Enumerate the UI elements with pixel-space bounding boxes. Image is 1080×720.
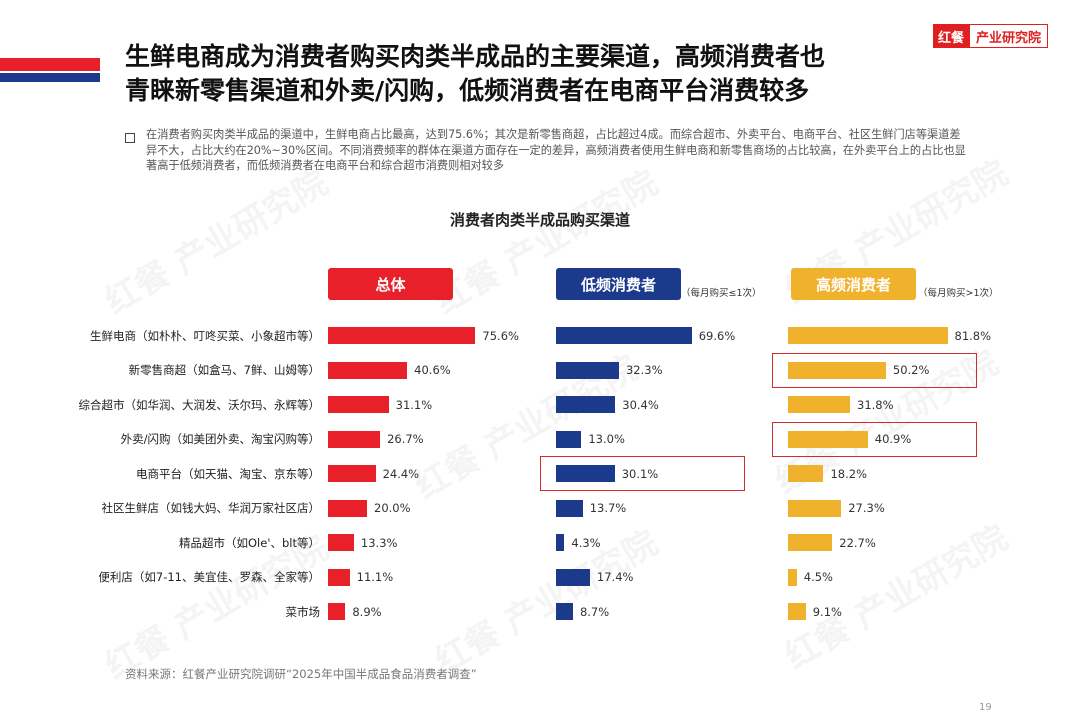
bar	[556, 603, 573, 620]
data-label: 30.4%	[622, 397, 659, 412]
category-label: 新零售商超（如盒马、7鲜、山姆等）	[128, 363, 320, 377]
bar	[788, 396, 850, 413]
bar	[328, 430, 381, 448]
data-label: 4.5%	[803, 570, 833, 584]
data-label: 13.3%	[360, 535, 398, 550]
data-label: 20.0%	[374, 501, 411, 515]
source-note: 资料来源：红餐产业研究院调研“2025年中国半成品食品消费者调查”	[125, 667, 477, 681]
series-header-high-frequency: 高频消费者	[791, 268, 916, 300]
category-label: 电商平台（如天猫、淘宝、京东等）	[136, 466, 320, 481]
data-label: 26.7%	[387, 432, 424, 446]
highlight-box	[540, 456, 745, 491]
bar	[788, 568, 797, 586]
bar	[788, 534, 833, 551]
bar	[556, 465, 615, 482]
category-label: 菜市场	[285, 604, 321, 619]
data-label: 69.6%	[698, 328, 736, 343]
data-label: 13.0%	[588, 432, 625, 446]
bar	[328, 568, 350, 586]
bar	[556, 327, 692, 344]
watermark: 红餐 产业研究院	[94, 156, 335, 323]
series-note-high-frequency: （每月购买>1次）	[918, 288, 999, 299]
bar	[328, 465, 376, 482]
bar	[788, 603, 806, 620]
data-label: 8.9%	[352, 604, 382, 619]
title-line-1: 生鲜电商成为消费者购买肉类半成品的主要渠道，高频消费者也	[125, 42, 826, 71]
bar	[328, 327, 476, 344]
bar	[556, 361, 619, 379]
data-label: 9.1%	[812, 604, 842, 619]
chart-title: 消费者肉类半成品购买渠道	[449, 211, 630, 229]
bar	[788, 465, 824, 482]
data-label: 4.3%	[571, 535, 601, 550]
data-label: 8.7%	[579, 604, 610, 619]
series-note-low-frequency: （每月购买≤1次）	[681, 288, 762, 299]
header-stripe-red	[0, 58, 100, 71]
bar	[556, 499, 583, 517]
category-label: 综合超市（如华润、大润发、沃尔玛、永辉等）	[78, 397, 321, 412]
bar	[328, 396, 389, 413]
header-stripe-navy	[0, 73, 100, 82]
highlight-box	[772, 352, 977, 388]
bar	[788, 327, 948, 344]
data-label: 18.2%	[830, 466, 868, 481]
title-line-2: 青睐新零售渠道和外卖/闪购，低频消费者在电商平台消费较多	[125, 76, 810, 105]
bar	[556, 568, 590, 586]
data-label: 31.1%	[395, 397, 433, 412]
data-label: 40.6%	[414, 363, 451, 377]
bar	[328, 534, 354, 551]
category-label: 精品超市（如Ole'、blt等）	[179, 535, 320, 550]
data-label: 81.8%	[954, 328, 992, 343]
data-label: 13.7%	[589, 501, 627, 515]
data-label: 40.9%	[874, 432, 912, 446]
series-header-low-frequency: 低频消费者	[556, 268, 681, 300]
data-label: 24.4%	[382, 466, 420, 481]
data-label: 75.6%	[482, 328, 519, 343]
data-label: 31.8%	[857, 397, 894, 412]
category-label: 便利店（如7-11、美宜佳、罗森、全家等）	[98, 570, 320, 584]
category-label: 生鲜电商（如朴朴、叮咚买菜、小象超市等）	[90, 328, 320, 343]
data-label: 32.3%	[625, 363, 663, 377]
bullet-square-icon	[125, 133, 135, 143]
bar	[328, 361, 408, 379]
data-label: 27.3%	[848, 501, 885, 515]
brand-logo: 红餐 产业研究院	[933, 24, 1049, 48]
page-number: 19	[979, 702, 992, 713]
category-label: 外卖/闪购（如美团外卖、淘宝闪购等）	[120, 432, 320, 446]
bar	[788, 361, 886, 379]
data-label: 50.2%	[892, 363, 930, 377]
data-label: 11.1%	[356, 570, 394, 584]
watermark: 红餐 产业研究院	[424, 516, 665, 683]
bar	[328, 603, 346, 620]
data-label: 30.1%	[621, 466, 659, 481]
page-title: 生鲜电商成为消费者购买肉类半成品的主要渠道，高频消费者也 青睐新零售渠道和外卖/…	[125, 40, 925, 108]
series-header-overall: 总体	[328, 268, 453, 300]
logo-mark: 红餐	[933, 24, 970, 48]
bar	[788, 499, 842, 517]
bar	[556, 396, 616, 413]
bar	[788, 430, 868, 448]
data-label: 17.4%	[596, 570, 634, 584]
data-label: 22.7%	[839, 535, 876, 550]
description-text: 在消费者购买肉类半成品的渠道中，生鲜电商占比最高，达到75.6%；其次是新零售商…	[146, 128, 966, 173]
highlight-box	[772, 421, 977, 457]
bar	[556, 534, 565, 551]
bar	[556, 430, 582, 448]
bar	[328, 499, 367, 517]
category-label: 社区生鲜店（如钱大妈、华润万家社区店）	[101, 501, 321, 515]
logo-text: 产业研究院	[969, 24, 1049, 48]
